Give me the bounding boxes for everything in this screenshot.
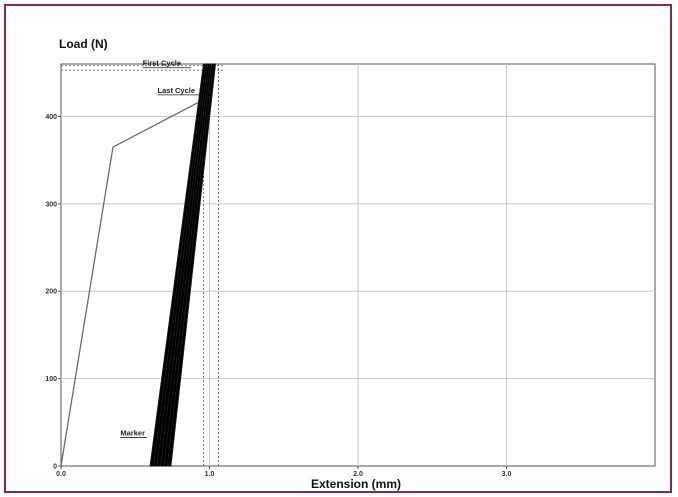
annotation-marker: Marker xyxy=(120,428,145,437)
y-tick-label: 400 xyxy=(45,114,57,121)
x-tick-label: 1.0 xyxy=(205,471,215,478)
load-extension-chart: 0.0 1.0 2.0 3.0 0 100 200 300 400 First Cycle Las… xyxy=(45,37,656,491)
x-tick-label: 0.0 xyxy=(56,471,66,478)
annotation-last-cycle: Last Cycle xyxy=(158,86,196,95)
y-tick-label: 100 xyxy=(45,376,57,383)
x-tick-label: 3.0 xyxy=(502,471,512,478)
cycle-line xyxy=(153,63,206,467)
initial-loading-curve xyxy=(60,98,206,467)
reference-lines xyxy=(61,64,223,466)
series-layer xyxy=(60,63,216,467)
annotations: First Cycle Last Cycle Marker xyxy=(120,59,202,438)
y-tick-label: 0 xyxy=(53,464,57,471)
y-tick-label: 300 xyxy=(45,201,57,208)
cycle-line xyxy=(149,63,204,467)
y-tick-label: 200 xyxy=(45,289,57,296)
cycle-line xyxy=(160,63,210,467)
cycle-line xyxy=(163,63,212,467)
grid-lines xyxy=(61,64,655,466)
x-axis-title: Extension (mm) xyxy=(311,477,401,491)
y-axis-title: Load (N) xyxy=(59,37,108,51)
cycle-line xyxy=(170,63,216,467)
chart-frame: 0.0 1.0 2.0 3.0 0 100 200 300 400 First Cycle Las… xyxy=(4,4,672,493)
annotation-first-cycle: First Cycle xyxy=(143,59,181,68)
cycle-line xyxy=(156,63,208,467)
x-tick-label: 2.0 xyxy=(353,471,363,478)
tick-labels: 0.0 1.0 2.0 3.0 0 100 200 300 400 xyxy=(45,114,511,478)
cycle-line xyxy=(167,63,214,467)
